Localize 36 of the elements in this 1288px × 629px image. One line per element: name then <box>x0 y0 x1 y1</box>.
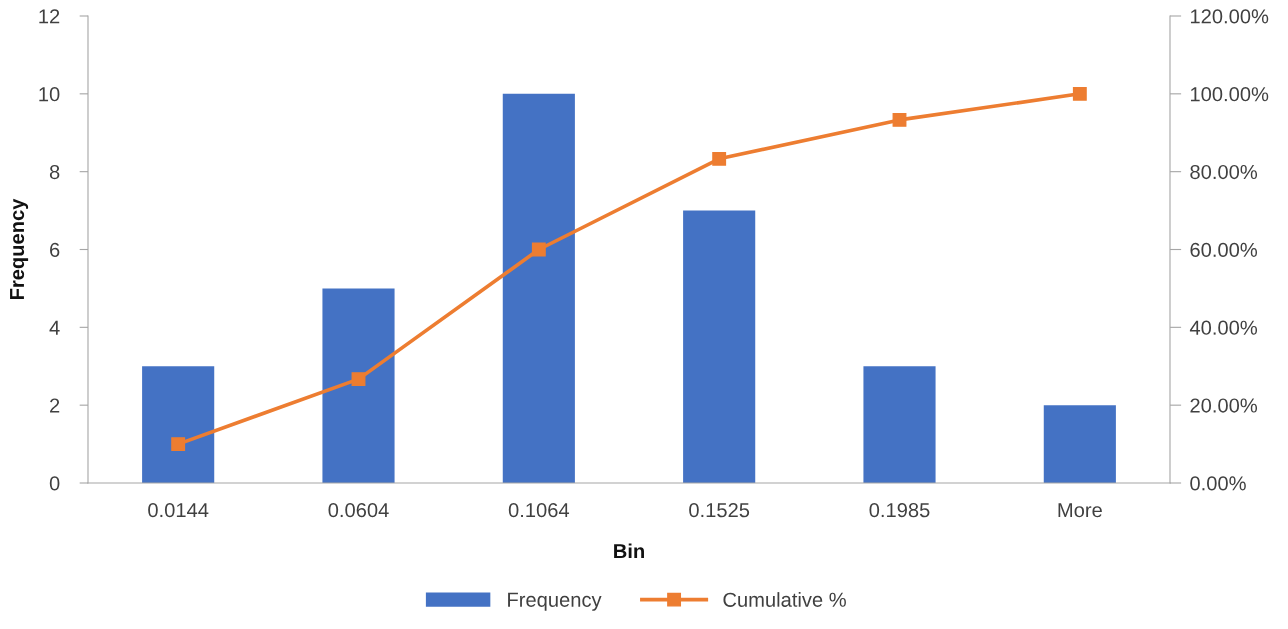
x-tick-label: 0.1525 <box>689 502 750 518</box>
x-tick-label: 0.1985 <box>869 502 930 518</box>
y2-tick-label: 80.00% <box>1190 164 1258 180</box>
bar <box>142 366 215 483</box>
x-tick-label: 0.0144 <box>148 502 209 518</box>
y2-tick-label: 40.00% <box>1189 320 1258 335</box>
y2-tick-label: 60.00% <box>1190 242 1258 257</box>
legend-label: Frequency <box>508 592 602 611</box>
y-tick-label: 10 <box>39 87 60 102</box>
x-axis-title: Bin <box>614 543 644 559</box>
bar <box>683 210 756 483</box>
x-tick-label: More <box>1058 503 1102 518</box>
point <box>531 242 546 257</box>
x-tick-label: 0.0604 <box>328 502 389 518</box>
y2-tick-label: 20.00% <box>1190 398 1258 413</box>
point <box>1072 86 1087 101</box>
legend-label: Cumulative % <box>723 592 846 607</box>
point <box>351 372 366 387</box>
point <box>712 151 727 166</box>
y-tick-label: 0 <box>49 476 60 491</box>
y2-tick-label: 120.00% <box>1190 9 1269 24</box>
bar <box>502 93 575 483</box>
y-tick-label: 4 <box>49 320 60 335</box>
y2-tick-label: 100.00% <box>1190 87 1269 102</box>
y-tick-label: 8 <box>49 164 60 180</box>
point <box>892 112 907 127</box>
bar <box>863 366 936 483</box>
bar <box>1043 405 1116 483</box>
point <box>171 437 186 452</box>
bar <box>322 288 395 483</box>
y2-tick-label: 0.00% <box>1190 476 1246 491</box>
y-tick-label: 2 <box>50 398 60 413</box>
y-tick-label: 6 <box>50 242 60 257</box>
x-tick-label: 0.1064 <box>508 502 570 518</box>
y-axis-title: Frequency <box>10 198 29 300</box>
y-tick-label: 12 <box>39 9 60 24</box>
